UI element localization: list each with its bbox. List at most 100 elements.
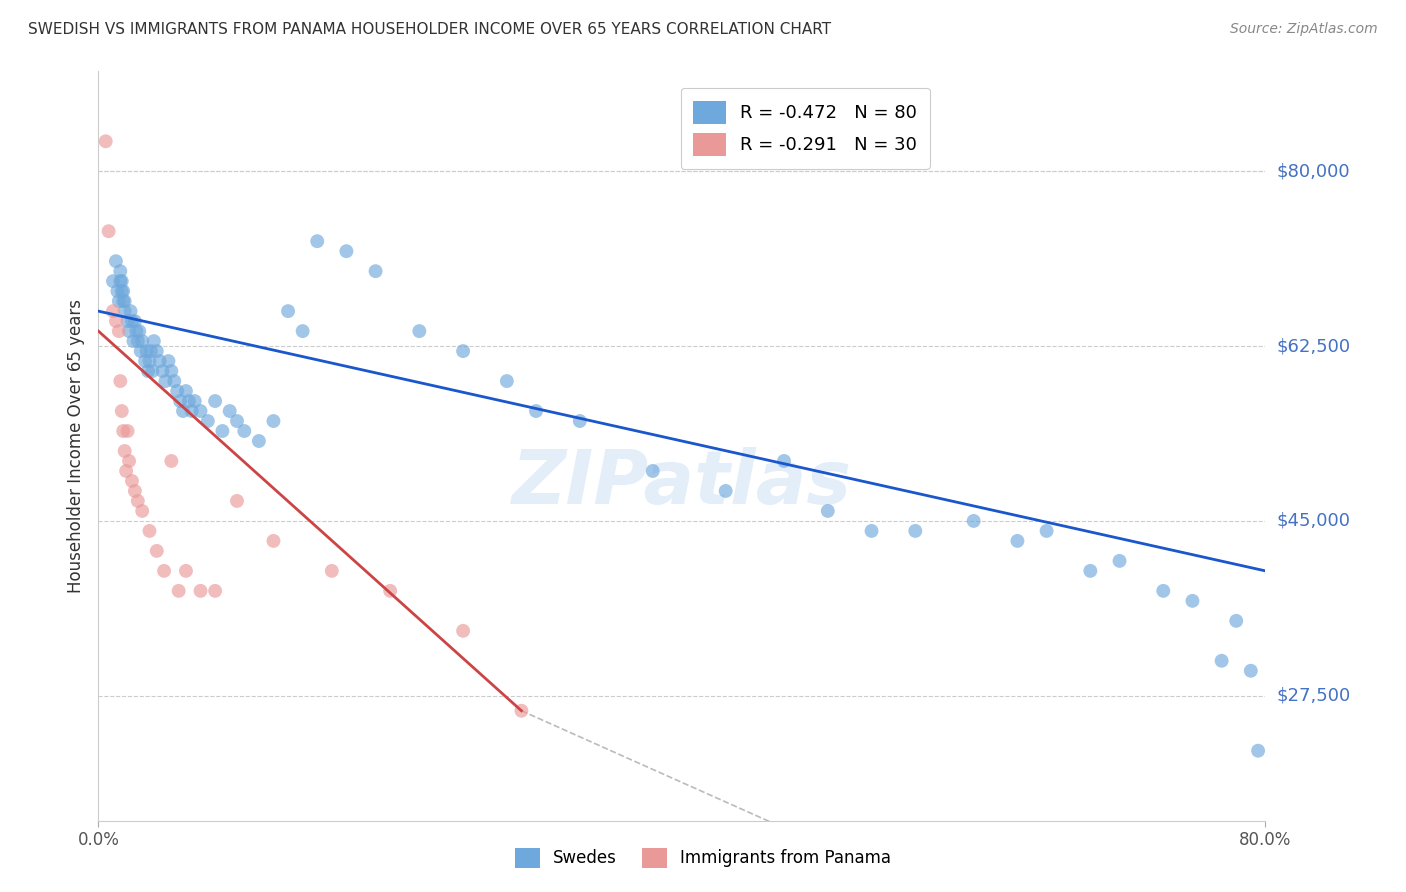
Text: $45,000: $45,000 [1277,512,1351,530]
Point [160,454,183,468]
Point [183,394,205,409]
Point [163,374,186,388]
Point [817,504,839,518]
Point [134,354,156,368]
Point [380,583,402,598]
Point [714,483,737,498]
Point [153,564,176,578]
Point [112,424,135,438]
Point [1080,564,1102,578]
Point [1035,524,1057,538]
Point [226,494,249,508]
Point [860,524,883,538]
Point [160,364,183,378]
Point [111,284,134,298]
Point [111,404,134,418]
Point [121,474,143,488]
Point [142,334,165,348]
Point [135,344,157,359]
Point [111,274,134,288]
Point [118,324,141,338]
Point [451,624,474,638]
Point [118,454,141,468]
Point [138,524,160,538]
Point [172,404,194,418]
Point [131,504,153,518]
Point [115,464,138,478]
Point [451,344,474,359]
Point [114,444,136,458]
Legend: Swedes, Immigrants from Panama: Swedes, Immigrants from Panama [508,841,898,875]
Point [108,324,131,338]
Point [1152,583,1174,598]
Point [127,334,149,348]
Point [568,414,591,428]
Point [110,264,132,278]
Point [169,394,191,409]
Point [117,314,139,328]
Point [114,294,136,309]
Text: SWEDISH VS IMMIGRANTS FROM PANAMA HOUSEHOLDER INCOME OVER 65 YEARS CORRELATION C: SWEDISH VS IMMIGRANTS FROM PANAMA HOUSEH… [28,22,831,37]
Point [190,404,212,418]
Point [127,494,149,508]
Point [204,394,226,409]
Text: $27,500: $27,500 [1277,687,1351,705]
Point [105,284,128,298]
Point [124,483,146,498]
Point [364,264,387,278]
Point [167,583,190,598]
Point [1108,554,1130,568]
Point [177,394,200,409]
Point [1225,614,1247,628]
Point [128,324,150,338]
Point [204,583,226,598]
Point [104,314,127,328]
Text: $62,500: $62,500 [1277,337,1351,355]
Point [291,324,314,338]
Point [962,514,984,528]
Point [97,224,120,238]
Point [120,304,142,318]
Y-axis label: Householder Income Over 65 years: Householder Income Over 65 years [66,299,84,593]
Point [190,583,212,598]
Point [110,274,132,288]
Point [211,424,233,438]
Point [138,354,160,368]
Point [233,424,256,438]
Point [1181,594,1204,608]
Point [117,424,139,438]
Point [112,294,135,309]
Point [180,404,202,418]
Point [94,134,117,148]
Point [1240,664,1263,678]
Point [141,364,163,378]
Text: ZIPatlas: ZIPatlas [512,447,852,520]
Point [124,314,146,328]
Point [335,244,357,259]
Point [104,254,127,268]
Point [408,324,430,338]
Point [131,334,153,348]
Point [496,374,519,388]
Point [157,354,180,368]
Point [277,304,299,318]
Point [101,274,124,288]
Point [146,544,169,558]
Point [139,344,162,359]
Point [1247,744,1270,758]
Point [125,324,148,338]
Point [112,284,135,298]
Text: $80,000: $80,000 [1277,162,1350,180]
Point [166,384,188,398]
Point [110,374,132,388]
Point [146,344,169,359]
Point [1007,533,1029,548]
Point [263,414,285,428]
Point [247,434,270,448]
Point [129,344,152,359]
Point [136,364,159,378]
Point [122,334,145,348]
Point [197,414,219,428]
Point [101,304,124,318]
Point [1211,654,1233,668]
